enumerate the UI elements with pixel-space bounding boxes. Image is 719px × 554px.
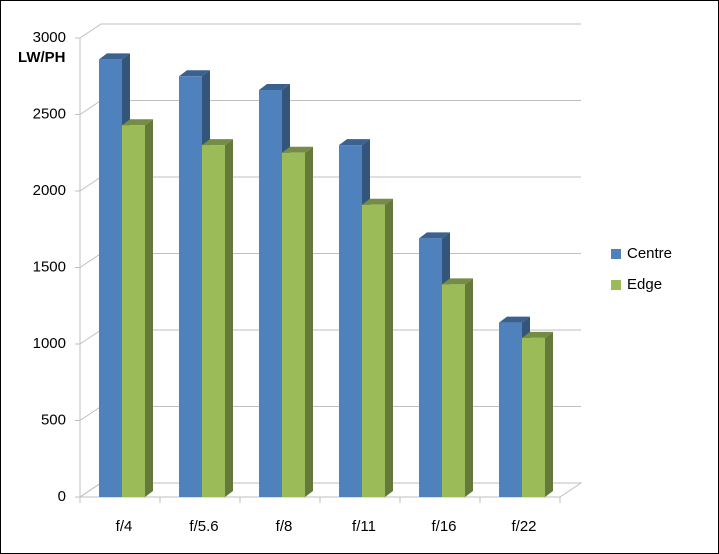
bar [282, 152, 305, 497]
y-tick-label: 2000 [33, 182, 66, 199]
bar [259, 90, 282, 498]
bar-top [362, 198, 393, 205]
bar-top [339, 139, 370, 146]
legend-label: Edge [627, 276, 662, 293]
legend-swatch [611, 280, 621, 290]
x-tick-label: f/8 [276, 518, 293, 535]
bar [339, 145, 362, 497]
bar-side [305, 146, 313, 497]
x-tick-label: f/4 [116, 518, 133, 535]
bar [202, 145, 225, 497]
grid-line [79, 23, 581, 39]
bar [419, 238, 442, 497]
bar-top [259, 84, 290, 91]
bar [179, 76, 202, 497]
bar-top [99, 53, 130, 60]
bar-side [545, 331, 553, 497]
bar-top [499, 316, 530, 323]
bar-top [522, 331, 553, 338]
bar-side [225, 139, 233, 497]
x-tick-label: f/16 [431, 518, 456, 535]
y-tick-label: 500 [41, 411, 66, 428]
bar [499, 322, 522, 497]
bar [442, 284, 465, 497]
y-axis-title: LW/PH [18, 49, 66, 66]
bar-side [385, 198, 393, 497]
bar-side [465, 278, 473, 497]
bar-top [282, 146, 313, 153]
y-tick-label: 1500 [33, 258, 66, 275]
bar-top [122, 119, 153, 126]
bar-top [179, 70, 210, 77]
bar [99, 59, 122, 498]
y-tick-label: 0 [58, 488, 66, 505]
bar [362, 204, 385, 497]
y-tick-label: 1000 [33, 335, 66, 352]
x-tick-label: f/11 [352, 518, 376, 535]
legend-swatch [611, 249, 621, 259]
bar-side [145, 119, 153, 498]
bar [522, 337, 545, 497]
legend-label: Centre [627, 245, 672, 262]
bar-top [442, 278, 473, 285]
bar-top [202, 139, 233, 146]
bar [122, 125, 145, 498]
y-tick-label: 2500 [33, 105, 66, 122]
y-tick-label: 3000 [33, 29, 66, 46]
x-tick-label: f/22 [511, 518, 536, 535]
bar-top [419, 232, 450, 239]
x-tick-label: f/5.6 [189, 518, 218, 535]
